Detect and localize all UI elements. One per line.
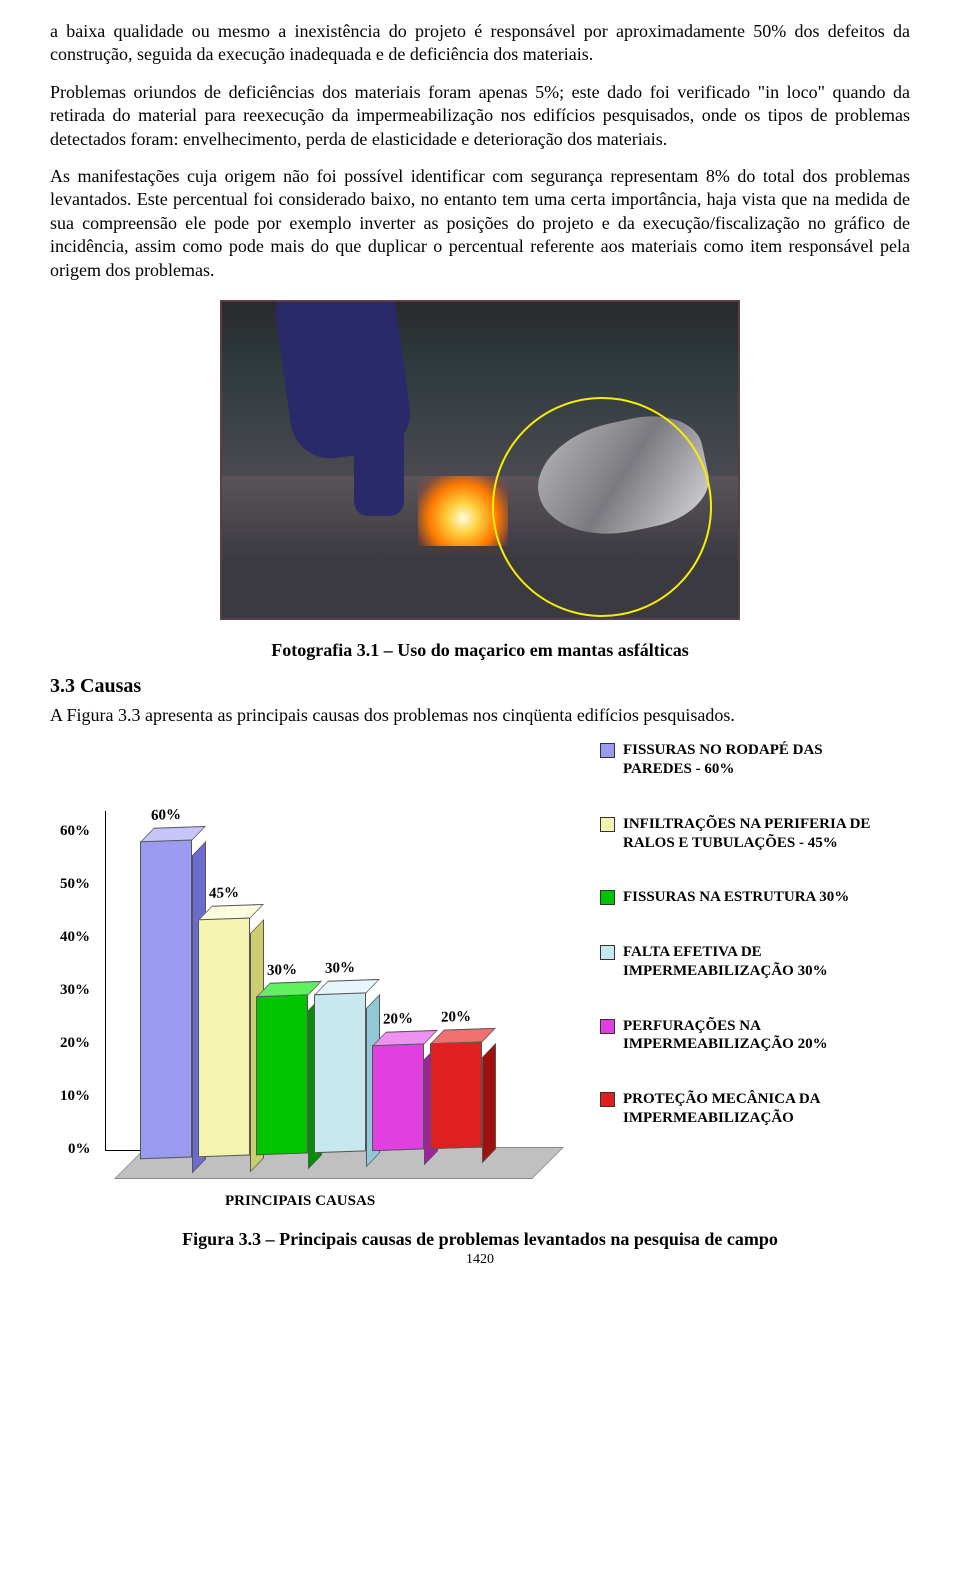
- y-tick-2: 20%: [60, 1035, 90, 1052]
- bar-label-5: 20%: [426, 1009, 486, 1028]
- bar-label-3: 30%: [310, 960, 370, 979]
- legend-item-2: FISSURAS NA ESTRUTURA 30%: [600, 888, 910, 907]
- paragraph-1: a baixa qualidade ou mesmo a inexistênci…: [50, 20, 910, 67]
- legend-text-2: FISSURAS NA ESTRUTURA 30%: [623, 888, 849, 907]
- legend-swatch-5: [600, 1092, 615, 1107]
- legend-swatch-2: [600, 890, 615, 905]
- legend-text-4: PERFURAÇÕES NA IMPERMEABILIZAÇÃO 20%: [623, 1017, 883, 1055]
- legend-item-1: INFILTRAÇÕES NA PERIFERIA DE RALOS E TUB…: [600, 815, 910, 853]
- chart-x-title: PRINCIPAIS CAUSAS: [225, 1193, 375, 1210]
- bar-chart: 0% 10% 20% 30% 40% 50% 60% 60%45%30%30%2…: [50, 741, 560, 1201]
- figure-caption: Figura 3.3 – Principais causas de proble…: [50, 1229, 910, 1250]
- bar-label-2: 30%: [252, 962, 312, 981]
- page-number: 1420: [50, 1252, 910, 1268]
- legend-swatch-1: [600, 817, 615, 832]
- bar-1: 45%: [198, 917, 264, 1158]
- legend-item-3: FALTA EFETIVA DE IMPERMEABILIZAÇÃO 30%: [600, 943, 910, 981]
- legend-swatch-0: [600, 743, 615, 758]
- bar-label-0: 60%: [136, 807, 196, 826]
- section-heading: 3.3 Causas: [50, 675, 910, 698]
- chart-region: 0% 10% 20% 30% 40% 50% 60% 60%45%30%30%2…: [50, 741, 910, 1201]
- legend-text-5: PROTEÇÃO MECÂNICA DA IMPERMEABILIZAÇÃO: [623, 1090, 883, 1128]
- bar-label-4: 20%: [368, 1011, 428, 1030]
- bar-5: 20%: [430, 1041, 496, 1149]
- photo-image: [220, 300, 740, 620]
- section-paragraph: A Figura 3.3 apresenta as principais cau…: [50, 704, 910, 727]
- photo-figure: [220, 300, 740, 620]
- y-tick-4: 40%: [60, 929, 90, 946]
- paragraph-2: Problemas oriundos de deficiências dos m…: [50, 81, 910, 151]
- y-tick-3: 30%: [60, 982, 90, 999]
- bar-4: 20%: [372, 1043, 438, 1151]
- legend-item-0: FISSURAS NO RODAPÉ DAS PAREDES - 60%: [600, 741, 910, 779]
- bar-2: 30%: [256, 994, 322, 1155]
- y-tick-6: 60%: [60, 823, 90, 840]
- chart-legend: FISSURAS NO RODAPÉ DAS PAREDES - 60% INFI…: [600, 741, 910, 1201]
- legend-text-0: FISSURAS NO RODAPÉ DAS PAREDES - 60%: [623, 741, 883, 779]
- y-tick-5: 50%: [60, 876, 90, 893]
- photo-caption: Fotografia 3.1 – Uso do maçarico em mant…: [50, 640, 910, 661]
- bar-label-1: 45%: [194, 884, 254, 903]
- chart-plot-area: 60%45%30%30%20%20%: [110, 826, 530, 1161]
- legend-swatch-4: [600, 1019, 615, 1034]
- y-tick-1: 10%: [60, 1088, 90, 1105]
- paragraph-3: As manifestações cuja origem não foi pos…: [50, 165, 910, 282]
- legend-text-1: INFILTRAÇÕES NA PERIFERIA DE RALOS E TUB…: [623, 815, 883, 853]
- legend-item-5: PROTEÇÃO MECÂNICA DA IMPERMEABILIZAÇÃO: [600, 1090, 910, 1128]
- legend-swatch-3: [600, 945, 615, 960]
- y-tick-0: 0%: [68, 1141, 91, 1158]
- legend-item-4: PERFURAÇÕES NA IMPERMEABILIZAÇÃO 20%: [600, 1017, 910, 1055]
- legend-text-3: FALTA EFETIVA DE IMPERMEABILIZAÇÃO 30%: [623, 943, 883, 981]
